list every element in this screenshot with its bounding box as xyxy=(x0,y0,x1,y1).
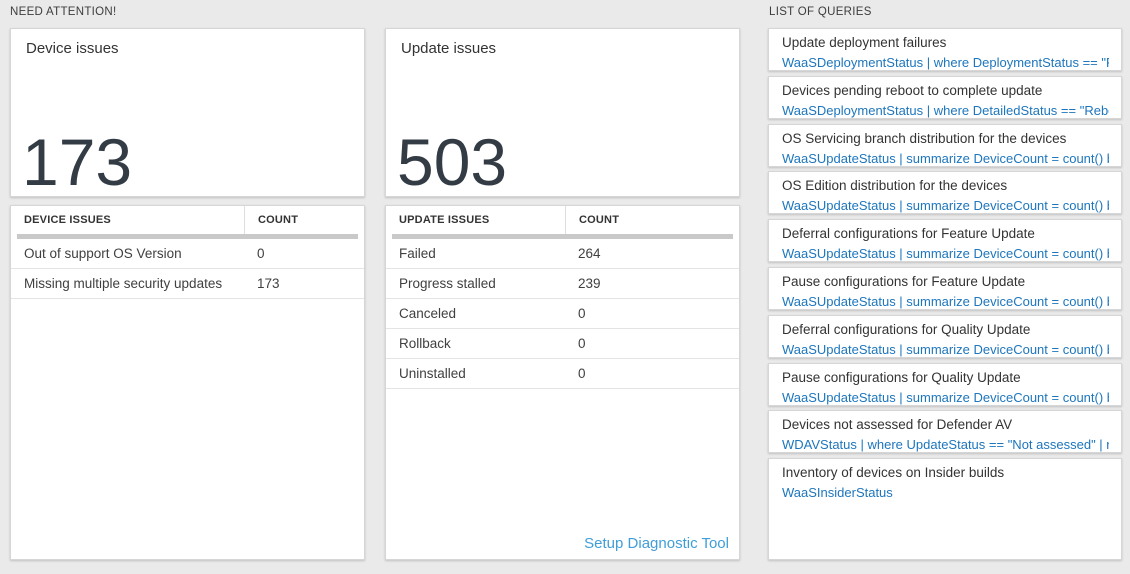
query-card-deferral-quality-update[interactable]: Deferral configurations for Quality Upda… xyxy=(768,314,1122,358)
device-issues-table: DEVICE ISSUES COUNT Out of support OS Ve… xyxy=(10,205,365,560)
table-row-canceled[interactable]: Canceled 0 xyxy=(386,299,739,329)
update-issues-total: 503 xyxy=(397,125,508,199)
query-title: OS Edition distribution for the devices xyxy=(782,178,1008,194)
issue-label: Rollback xyxy=(399,336,451,351)
need-attention-header: NEED ATTENTION! xyxy=(10,6,117,18)
query-text-link[interactable]: WaaSDeploymentStatus | where DeploymentS… xyxy=(782,55,1109,70)
issue-label: Canceled xyxy=(399,306,457,321)
issue-count: 0 xyxy=(578,336,586,351)
query-card-insider-builds-inventory[interactable]: Inventory of devices on Insider builds W… xyxy=(768,458,1122,561)
query-title: Update deployment failures xyxy=(782,35,947,50)
query-title: Inventory of devices on Insider builds xyxy=(782,465,1005,481)
issue-count: 0 xyxy=(578,366,586,381)
update-issues-column-header: UPDATE ISSUES xyxy=(399,214,490,226)
table-row-failed[interactable]: Failed 264 xyxy=(386,239,739,269)
grid-divider-bar xyxy=(17,234,358,239)
query-card-devices-pending-reboot[interactable]: Devices pending reboot to complete updat… xyxy=(768,75,1122,119)
device-issues-tile[interactable]: Device issues 173 xyxy=(10,28,365,197)
issue-label: Missing multiple security updates xyxy=(24,276,223,291)
table-row-uninstalled[interactable]: Uninstalled 0 xyxy=(386,359,739,389)
query-card-os-edition-distribution[interactable]: OS Edition distribution for the devices … xyxy=(768,171,1122,215)
query-title: Pause configurations for Feature Update xyxy=(782,273,1026,289)
setup-diagnostic-tool-link[interactable]: Setup Diagnostic Tool xyxy=(584,535,729,552)
query-title: Deferral configurations for Quality Upda… xyxy=(782,321,1031,337)
issue-count: 239 xyxy=(578,276,601,291)
update-issues-label: Update issues xyxy=(401,40,497,57)
issue-label: Uninstalled xyxy=(399,366,466,381)
query-text-link[interactable]: WaaSUpdateStatus | summarize DeviceCount… xyxy=(782,341,1109,357)
query-card-defender-av-not-assessed[interactable]: Devices not assessed for Defender AV WDA… xyxy=(768,410,1122,454)
issue-label: Out of support OS Version xyxy=(24,246,182,261)
query-text-link[interactable]: WaaSInsiderStatus xyxy=(782,485,893,501)
list-of-queries-header: LIST OF QUERIES xyxy=(769,6,872,18)
table-row-rollback[interactable]: Rollback 0 xyxy=(386,329,739,359)
query-list: Update deployment failures WaaSDeploymen… xyxy=(768,28,1122,565)
grid-divider-bar xyxy=(392,234,733,239)
table-row-missing-updates[interactable]: Missing multiple security updates 173 xyxy=(11,269,364,299)
table-row-progress-stalled[interactable]: Progress stalled 239 xyxy=(386,269,739,299)
table-row-out-of-support[interactable]: Out of support OS Version 0 xyxy=(11,239,364,269)
query-card-update-deployment-failures[interactable]: Update deployment failures WaaSDeploymen… xyxy=(768,28,1122,71)
issue-count: 0 xyxy=(578,306,586,321)
count-column-header: COUNT xyxy=(565,206,739,234)
query-title: Deferral configurations for Feature Upda… xyxy=(782,226,1035,242)
issue-label: Failed xyxy=(399,246,436,261)
query-title: Devices not assessed for Defender AV xyxy=(782,417,1013,433)
update-issues-table: UPDATE ISSUES COUNT Failed 264 Progress … xyxy=(385,205,740,560)
update-issues-tile[interactable]: Update issues 503 xyxy=(385,28,740,197)
query-text-link[interactable]: WaaSUpdateStatus | summarize DeviceCount… xyxy=(782,246,1109,262)
query-card-pause-feature-update[interactable]: Pause configurations for Feature Update … xyxy=(768,266,1122,310)
update-issues-table-header: UPDATE ISSUES COUNT xyxy=(386,206,739,234)
query-card-pause-quality-update[interactable]: Pause configurations for Quality Update … xyxy=(768,362,1122,406)
query-text-link[interactable]: WaaSDeploymentStatus | where DetailedSta… xyxy=(782,102,1109,118)
count-column-header: COUNT xyxy=(244,206,364,234)
query-text-link[interactable]: WaaSUpdateStatus | summarize DeviceCount… xyxy=(782,198,1109,214)
issue-count: 264 xyxy=(578,246,601,261)
query-card-deferral-feature-update[interactable]: Deferral configurations for Feature Upda… xyxy=(768,219,1122,263)
query-text-link[interactable]: WaaSUpdateStatus | summarize DeviceCount… xyxy=(782,150,1109,166)
query-card-os-servicing-branch[interactable]: OS Servicing branch distribution for the… xyxy=(768,123,1122,167)
query-title: Pause configurations for Quality Update xyxy=(782,369,1021,385)
device-issues-label: Device issues xyxy=(26,40,119,57)
query-title: OS Servicing branch distribution for the… xyxy=(782,130,1067,146)
query-title: Devices pending reboot to complete updat… xyxy=(782,82,1043,98)
query-text-link[interactable]: WDAVStatus | where UpdateStatus == "Not … xyxy=(782,437,1109,453)
query-text-link[interactable]: WaaSUpdateStatus | summarize DeviceCount… xyxy=(782,389,1109,405)
issue-count: 173 xyxy=(257,276,280,291)
issue-count: 0 xyxy=(257,246,265,261)
device-issues-total: 173 xyxy=(22,125,133,199)
issue-label: Progress stalled xyxy=(399,276,496,291)
device-issues-column-header: DEVICE ISSUES xyxy=(24,214,111,226)
device-issues-table-header: DEVICE ISSUES COUNT xyxy=(11,206,364,234)
query-text-link[interactable]: WaaSUpdateStatus | summarize DeviceCount… xyxy=(782,293,1109,309)
